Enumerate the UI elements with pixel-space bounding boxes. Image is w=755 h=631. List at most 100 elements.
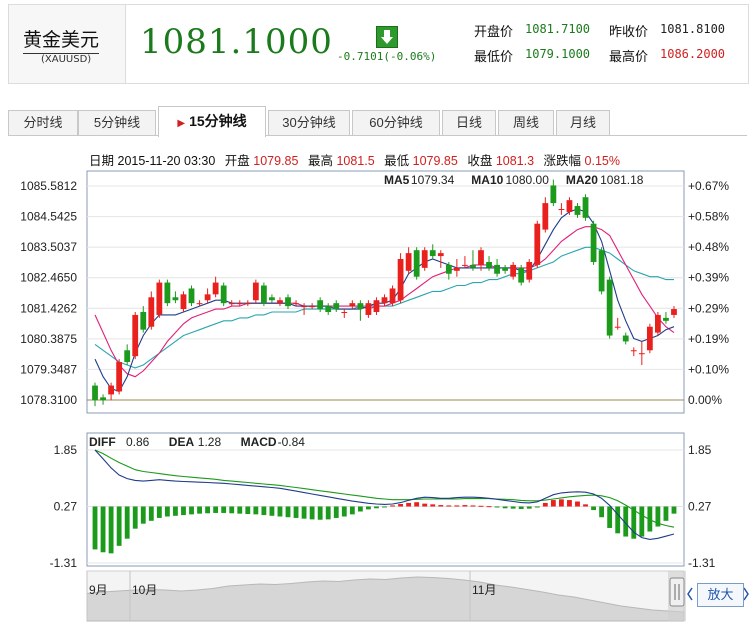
candle-body [92, 385, 98, 401]
macd-bar [623, 506, 629, 537]
candle-body [502, 267, 509, 271]
kline-y-tick-right: +0.39% [688, 271, 729, 285]
info-low-label: 最低 [384, 154, 410, 168]
macd-legend-value: 0.86 [126, 435, 150, 449]
macd-bar [333, 506, 339, 518]
candle-body [100, 397, 106, 401]
macd-bar [374, 506, 379, 509]
kline-y-tick-right: 0.00% [688, 393, 722, 407]
candle-body [494, 264, 500, 274]
candle-body [671, 309, 677, 315]
chevron-right-icon [743, 587, 749, 601]
macd-bar [414, 502, 420, 507]
candle-body [478, 250, 484, 265]
candle-body [381, 297, 388, 304]
info-close-label: 收盘 [467, 154, 493, 168]
macd-bar [558, 499, 564, 507]
macd-bar [181, 506, 186, 516]
tab-15min[interactable]: ▶ 15分钟线 [158, 106, 266, 137]
candle-body [534, 223, 541, 265]
macd-bar [293, 506, 299, 518]
candle-body [108, 385, 114, 395]
candle-body [655, 314, 661, 333]
tab-15min-label: 15分钟线 [189, 113, 247, 129]
candle-body [413, 250, 420, 277]
candle-body [293, 303, 299, 305]
candle-body [212, 282, 219, 295]
macd-bar [309, 506, 315, 520]
instrument-name: 黄金美元 [23, 25, 100, 54]
chevron-left-icon [687, 587, 693, 601]
macd-y-tick-right: 0.27 [688, 500, 712, 514]
zoom-button[interactable]: 放大 [697, 583, 744, 607]
macd-bar [398, 503, 403, 507]
candle-body [462, 264, 468, 266]
macd-bar [261, 506, 267, 516]
candle-body [285, 297, 291, 307]
open-label: 开盘价 [474, 24, 514, 39]
candle-body [614, 326, 621, 328]
macd-bar [213, 506, 219, 513]
candle-body [574, 206, 581, 215]
candle-body [582, 197, 589, 218]
tab-monthly[interactable]: 月线 [556, 110, 610, 135]
macd-bar [108, 506, 114, 554]
macd-y-tick-left: 0.27 [54, 500, 78, 514]
kline-y-tick-right: +0.10% [688, 362, 729, 376]
candle-body [373, 300, 380, 313]
info-open-label: 开盘 [224, 154, 250, 168]
candle-body [244, 303, 251, 305]
macd-legend-name: MACD [241, 435, 277, 449]
info-pct-value: 0.15% [584, 154, 620, 168]
macd-bar [446, 505, 452, 507]
macd-bar [631, 506, 637, 539]
macd-legend-name: DIFF [89, 435, 116, 449]
macd-bar [357, 506, 363, 512]
ma-legend-name: MA10 [471, 173, 503, 187]
macd-bar [221, 506, 227, 513]
tab-daily[interactable]: 日线 [442, 110, 496, 135]
tab-5min[interactable]: 5分钟线 [78, 110, 156, 135]
macd-bar [454, 505, 460, 507]
quote-header: 黄金美元 (XAUUSD) 1081.1000 -0.7101(-0.06%) … [8, 4, 749, 84]
macd-bar [253, 506, 259, 515]
tab-timeshare[interactable]: 分时线 [8, 110, 78, 135]
kline-y-tick-left: 1085.5812 [20, 179, 77, 193]
macd-bar [92, 506, 98, 550]
diff-line [94, 449, 675, 540]
macd-bar [164, 506, 170, 517]
candle-body [188, 288, 195, 304]
macd-bar [470, 505, 476, 507]
ma-legend-value: 1081.18 [600, 173, 644, 187]
tab-30min[interactable]: 30分钟线 [268, 110, 350, 135]
candle-body [180, 294, 187, 310]
candle-body [405, 253, 412, 271]
candle-body [486, 261, 492, 268]
macd-legend-value: 1.28 [198, 435, 222, 449]
macd-bar [534, 506, 540, 508]
tab-weekly[interactable]: 周线 [498, 110, 554, 135]
candle-body [598, 250, 605, 292]
candle-body [445, 264, 452, 274]
kline-plot-frame [86, 170, 685, 414]
candle-body [196, 303, 203, 305]
info-low-value: 1079.85 [412, 154, 458, 168]
kline-y-tick-left: 1080.3875 [20, 332, 77, 346]
candle-body [277, 300, 283, 304]
candle-body [301, 306, 307, 308]
macd-bar [156, 506, 162, 518]
macd-bar [430, 504, 436, 507]
macd-bar [647, 506, 653, 532]
macd-y-tick-right: 1.85 [688, 443, 712, 457]
tab-60min[interactable]: 60分钟线 [352, 110, 440, 135]
open-value: 1081.7100 [525, 22, 591, 36]
candle-body [590, 223, 597, 262]
candle-info: 日期 2015-11-20 03:30 开盘 1079.85 最高 1081.5… [89, 150, 626, 169]
candle-body [132, 314, 139, 357]
kline-y-tick-right: +0.58% [688, 210, 729, 224]
macd-bar [245, 506, 251, 515]
candle-body [309, 306, 316, 308]
candle-body [140, 312, 147, 330]
macd-bar [607, 506, 613, 528]
